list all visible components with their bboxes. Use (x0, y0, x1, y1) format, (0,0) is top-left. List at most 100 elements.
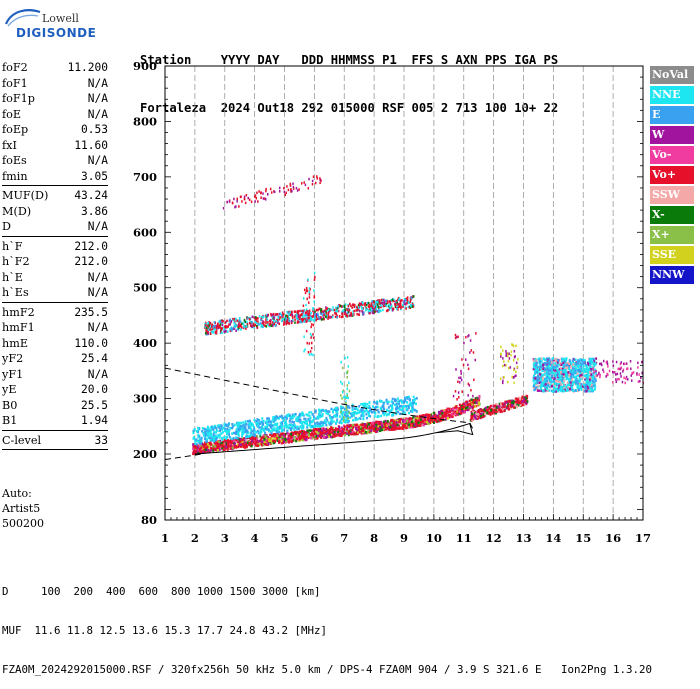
echo-point (320, 317, 322, 320)
echo-point (502, 402, 504, 405)
echo-point (617, 368, 619, 371)
echo-point (298, 435, 300, 438)
echo-point (626, 362, 628, 365)
echo-point (589, 378, 591, 381)
echo-point (291, 424, 293, 427)
echo-point (621, 366, 623, 369)
echo-point (269, 324, 271, 327)
echo-point (631, 372, 633, 375)
echo-point (257, 323, 259, 326)
echo-point (545, 363, 547, 366)
echo-point (358, 426, 360, 429)
echo-point (544, 368, 546, 371)
echo-point (217, 323, 219, 326)
echo-point (207, 434, 209, 437)
echo-point (367, 308, 369, 311)
echo-point (332, 306, 334, 309)
echo-point (298, 321, 300, 324)
echo-point (420, 418, 422, 421)
echo-point (273, 433, 275, 436)
echo-point (540, 381, 542, 384)
echo-point (580, 383, 582, 386)
echo-point (406, 302, 408, 305)
echo-point (503, 410, 505, 413)
echo-point (244, 326, 246, 329)
echo-point (248, 442, 250, 445)
echo-point (390, 419, 392, 422)
echo-point (239, 443, 241, 446)
echo-point (285, 323, 287, 326)
echo-point (585, 390, 587, 393)
echo-point (533, 380, 535, 383)
echo-point (313, 415, 315, 418)
echo-point (584, 375, 586, 378)
echo-point (612, 381, 614, 384)
echo-point (210, 449, 212, 452)
echo-point (383, 402, 385, 405)
echo-point (300, 314, 302, 317)
echo-point (575, 358, 577, 361)
echo-point (399, 303, 401, 306)
echo-point (371, 300, 373, 303)
echo-point (397, 303, 399, 306)
echo-point (332, 409, 334, 412)
echo-point (592, 376, 594, 379)
echo-point (558, 378, 560, 381)
echo-point (235, 432, 237, 435)
echo-point (314, 432, 316, 435)
echo-point (316, 428, 318, 431)
echo-point (288, 322, 290, 325)
echo-point (241, 427, 243, 430)
echo-point (385, 420, 387, 423)
echo-point (448, 414, 450, 417)
echo-point (405, 299, 407, 302)
echo-point (467, 409, 469, 412)
echo-point (577, 369, 579, 372)
echo-point (339, 415, 341, 418)
echo-point (222, 427, 224, 430)
echo-point (207, 325, 209, 328)
echo-point (263, 420, 265, 423)
echo-point (366, 304, 368, 307)
echo-point (227, 330, 229, 333)
echo-point (226, 436, 228, 439)
echo-point (533, 389, 535, 392)
echo-point (247, 420, 249, 423)
echo-point (217, 443, 219, 446)
echo-point (491, 412, 493, 415)
echo-point (402, 405, 404, 408)
echo-point (460, 412, 462, 415)
echo-point (277, 313, 279, 316)
echo-point (324, 410, 326, 413)
echo-point (338, 433, 340, 436)
echo-point (328, 432, 330, 435)
echo-point (374, 415, 376, 418)
echo-point (567, 389, 569, 392)
echo-point (397, 397, 399, 400)
echo-point (412, 305, 414, 308)
echo-point (565, 378, 567, 381)
echo-point (328, 421, 330, 424)
echo-point (215, 427, 217, 430)
echo-point (366, 403, 368, 406)
echo-point (391, 305, 393, 308)
echo-point (411, 408, 413, 411)
echo-point (352, 431, 354, 434)
echo-point (427, 416, 429, 419)
echo-point (390, 301, 392, 304)
echo-point (391, 404, 393, 407)
echo-point (281, 320, 283, 323)
echo-point (607, 362, 609, 365)
echo-point (410, 305, 412, 308)
echo-point (627, 378, 629, 381)
echo-point (572, 363, 574, 366)
echo-point (277, 429, 279, 432)
echo-point (225, 446, 227, 449)
echo-point (548, 358, 550, 361)
echo-point (348, 431, 350, 434)
echo-point (367, 411, 369, 414)
echo-point (253, 428, 255, 431)
echo-point (480, 415, 482, 418)
echo-point (316, 437, 318, 440)
echo-point (441, 412, 443, 415)
